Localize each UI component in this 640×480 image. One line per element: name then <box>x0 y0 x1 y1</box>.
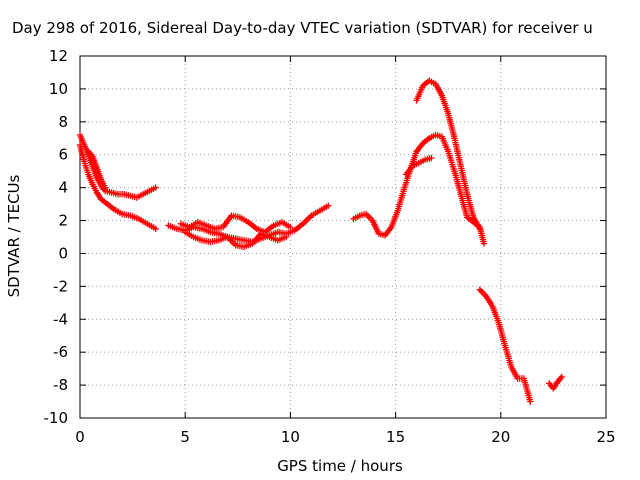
chart-title: Day 298 of 2016, Sidereal Day-to-day VTE… <box>12 19 593 37</box>
data-series-markers <box>76 131 159 201</box>
data-series-markers <box>76 141 159 232</box>
data-series-markers <box>402 154 435 178</box>
y-tick-label: -8 <box>53 376 68 394</box>
y-tick-label: -2 <box>53 277 68 295</box>
data-series-markers <box>350 131 488 247</box>
x-tick-labels: 0 5 10 15 20 25 <box>75 428 615 446</box>
y-tick-labels: -10 -8 -6 -4 -2 0 2 4 6 8 10 12 <box>44 47 69 427</box>
grid-lines <box>80 56 606 418</box>
data-series-markers <box>546 373 565 392</box>
plot-frame <box>79 55 607 419</box>
data-series-markers <box>476 286 534 405</box>
y-tick-label: 6 <box>58 146 68 164</box>
y-tick-label: 8 <box>58 113 68 131</box>
x-tick-label: 0 <box>75 428 85 446</box>
y-axis-label: SDTVAR / TECUs <box>5 174 23 297</box>
y-tick-label: -10 <box>44 409 69 427</box>
x-tick-label: 20 <box>491 428 510 446</box>
tick-marks <box>79 55 607 419</box>
x-tick-label: 15 <box>386 428 405 446</box>
y-tick-label: 2 <box>58 212 68 230</box>
y-tick-label: 10 <box>49 80 68 98</box>
y-tick-label: -6 <box>53 343 68 361</box>
x-tick-label: 25 <box>596 428 615 446</box>
data-series-markers <box>85 148 109 191</box>
x-tick-label: 5 <box>180 428 190 446</box>
data-series-markers <box>182 228 290 251</box>
y-tick-label: -4 <box>53 310 68 328</box>
data-series-markers <box>413 77 483 232</box>
x-axis-label: GPS time / hours <box>277 457 403 475</box>
data-markers <box>76 77 565 405</box>
y-tick-label: 0 <box>58 244 68 262</box>
data-series-markers <box>177 212 294 236</box>
y-tick-label: 12 <box>49 47 68 65</box>
y-tick-label: 4 <box>58 179 68 197</box>
x-tick-label: 10 <box>281 428 300 446</box>
